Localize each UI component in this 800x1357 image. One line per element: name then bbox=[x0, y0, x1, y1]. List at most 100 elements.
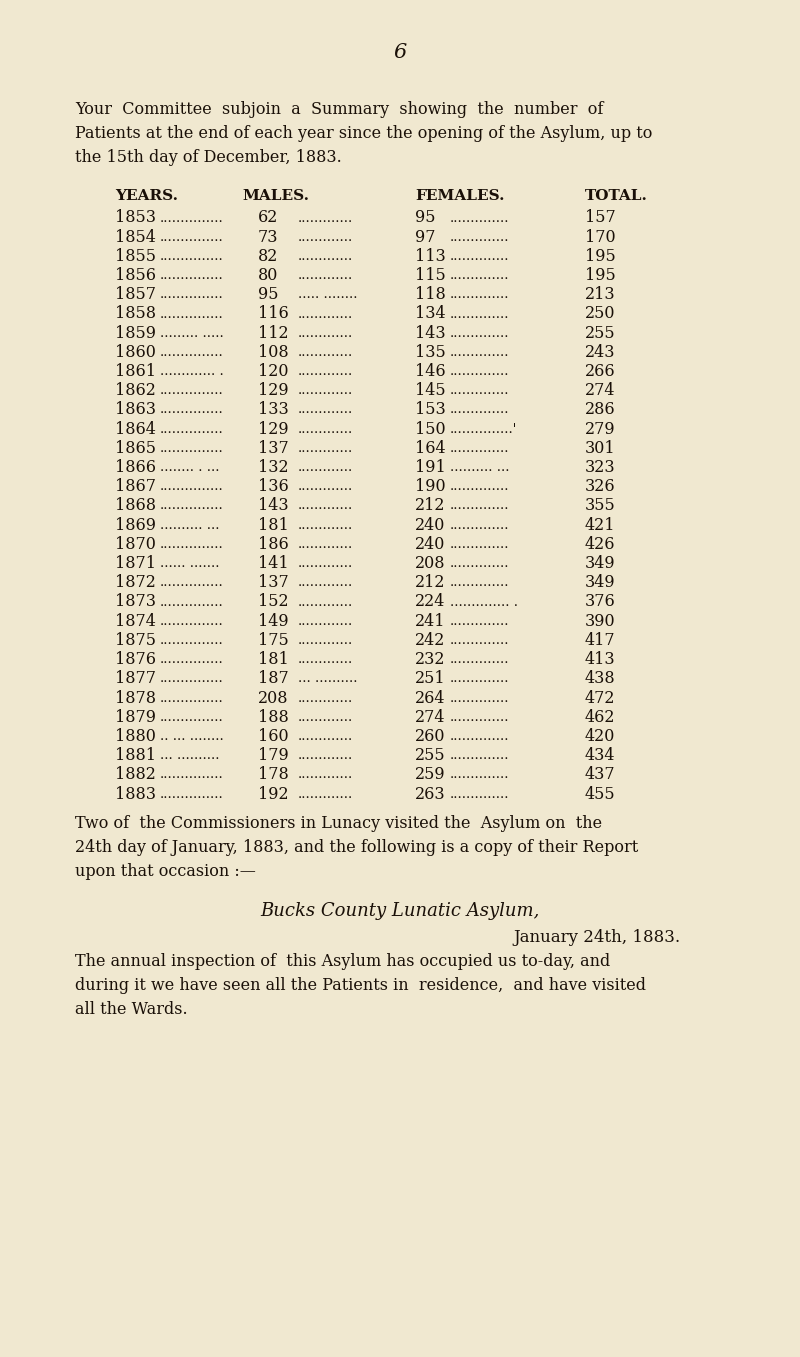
Text: 462: 462 bbox=[585, 708, 615, 726]
Text: ...............: ............... bbox=[160, 480, 224, 494]
Text: 178: 178 bbox=[258, 767, 289, 783]
Text: ..............: .............. bbox=[450, 288, 510, 301]
Text: 108: 108 bbox=[258, 343, 289, 361]
Text: ..............: .............. bbox=[450, 692, 510, 704]
Text: 1857: 1857 bbox=[115, 286, 156, 304]
Text: 420: 420 bbox=[585, 727, 615, 745]
Text: 95: 95 bbox=[258, 286, 278, 304]
Text: 181: 181 bbox=[258, 651, 289, 668]
Text: ..............: .............. bbox=[450, 518, 510, 532]
Text: ...............: ............... bbox=[160, 384, 224, 398]
Text: 286: 286 bbox=[585, 402, 616, 418]
Text: 195: 195 bbox=[585, 267, 616, 284]
Text: ...... .......: ...... ....... bbox=[160, 558, 219, 570]
Text: ..............: .............. bbox=[450, 768, 510, 782]
Text: ...............: ............... bbox=[160, 269, 224, 282]
Text: 355: 355 bbox=[585, 498, 616, 514]
Text: 152: 152 bbox=[258, 593, 289, 611]
Text: ...............: ............... bbox=[160, 672, 224, 685]
Text: 73: 73 bbox=[258, 229, 278, 246]
Text: 192: 192 bbox=[258, 786, 289, 802]
Text: ...............: ............... bbox=[160, 308, 224, 320]
Text: 118: 118 bbox=[415, 286, 446, 304]
Text: ...............: ............... bbox=[160, 653, 224, 666]
Text: 1869: 1869 bbox=[115, 517, 156, 533]
Text: 438: 438 bbox=[585, 670, 616, 687]
Text: 1874: 1874 bbox=[115, 613, 156, 630]
Text: 1882: 1882 bbox=[115, 767, 156, 783]
Text: ..............: .............. bbox=[450, 384, 510, 398]
Text: ...............: ............... bbox=[160, 499, 224, 513]
Text: ...............': ...............' bbox=[450, 422, 518, 436]
Text: ..............: .............. bbox=[450, 250, 510, 263]
Text: ...............: ............... bbox=[160, 403, 224, 417]
Text: 1854: 1854 bbox=[115, 229, 156, 246]
Text: 1873: 1873 bbox=[115, 593, 156, 611]
Text: ..............: .............. bbox=[450, 212, 510, 224]
Text: 62: 62 bbox=[258, 209, 278, 227]
Text: .......... ...: .......... ... bbox=[160, 518, 219, 532]
Text: 1862: 1862 bbox=[115, 383, 156, 399]
Text: the 15th day of December, 1883.: the 15th day of December, 1883. bbox=[75, 149, 342, 167]
Text: 135: 135 bbox=[415, 343, 446, 361]
Text: 264: 264 bbox=[415, 689, 446, 707]
Text: 6: 6 bbox=[394, 42, 406, 61]
Text: .............: ............. bbox=[298, 615, 354, 628]
Text: 349: 349 bbox=[585, 574, 616, 592]
Text: 437: 437 bbox=[585, 767, 616, 783]
Text: 164: 164 bbox=[415, 440, 446, 457]
Text: 1863: 1863 bbox=[115, 402, 156, 418]
Text: 137: 137 bbox=[258, 574, 289, 592]
Text: .............: ............. bbox=[298, 403, 354, 417]
Text: 255: 255 bbox=[415, 748, 446, 764]
Text: 243: 243 bbox=[585, 343, 615, 361]
Text: 426: 426 bbox=[585, 536, 615, 552]
Text: 80: 80 bbox=[258, 267, 278, 284]
Text: 263: 263 bbox=[415, 786, 446, 802]
Text: 112: 112 bbox=[258, 324, 289, 342]
Text: 195: 195 bbox=[585, 248, 616, 265]
Text: ... ..........: ... .......... bbox=[160, 749, 219, 763]
Text: 188: 188 bbox=[258, 708, 289, 726]
Text: 141: 141 bbox=[258, 555, 289, 573]
Text: Two of  the Commissioners in Lunacy visited the  Asylum on  the: Two of the Commissioners in Lunacy visit… bbox=[75, 814, 602, 832]
Text: .............: ............. bbox=[298, 250, 354, 263]
Text: 472: 472 bbox=[585, 689, 615, 707]
Text: 255: 255 bbox=[585, 324, 616, 342]
Text: ..............: .............. bbox=[450, 787, 510, 801]
Text: .............: ............. bbox=[298, 346, 354, 358]
Text: 1864: 1864 bbox=[115, 421, 156, 438]
Text: 136: 136 bbox=[258, 478, 289, 495]
Text: .............: ............. bbox=[298, 384, 354, 398]
Text: 1879: 1879 bbox=[115, 708, 156, 726]
Text: 1861: 1861 bbox=[115, 364, 156, 380]
Text: ........ . ...: ........ . ... bbox=[160, 461, 219, 474]
Text: 212: 212 bbox=[415, 574, 446, 592]
Text: 1880: 1880 bbox=[115, 727, 156, 745]
Text: ...............: ............... bbox=[160, 615, 224, 628]
Text: ............. .: ............. . bbox=[160, 365, 224, 379]
Text: .............: ............. bbox=[298, 480, 354, 494]
Text: ...............: ............... bbox=[160, 250, 224, 263]
Text: 232: 232 bbox=[415, 651, 446, 668]
Text: ... ..........: ... .......... bbox=[298, 672, 358, 685]
Text: ...............: ............... bbox=[160, 422, 224, 436]
Text: ...............: ............... bbox=[160, 442, 224, 455]
Text: 240: 240 bbox=[415, 517, 446, 533]
Text: 212: 212 bbox=[415, 498, 446, 514]
Text: .............: ............. bbox=[298, 711, 354, 723]
Text: .............: ............. bbox=[298, 596, 354, 608]
Text: 1856: 1856 bbox=[115, 267, 156, 284]
Text: 1883: 1883 bbox=[115, 786, 156, 802]
Text: MALES.: MALES. bbox=[242, 189, 309, 204]
Text: 323: 323 bbox=[585, 459, 616, 476]
Text: 186: 186 bbox=[258, 536, 289, 552]
Text: 137: 137 bbox=[258, 440, 289, 457]
Text: ..... ........: ..... ........ bbox=[298, 288, 358, 301]
Text: 1855: 1855 bbox=[115, 248, 156, 265]
Text: 181: 181 bbox=[258, 517, 289, 533]
Text: 259: 259 bbox=[415, 767, 446, 783]
Text: FEMALES.: FEMALES. bbox=[415, 189, 505, 204]
Text: ..............: .............. bbox=[450, 308, 510, 320]
Text: 132: 132 bbox=[258, 459, 289, 476]
